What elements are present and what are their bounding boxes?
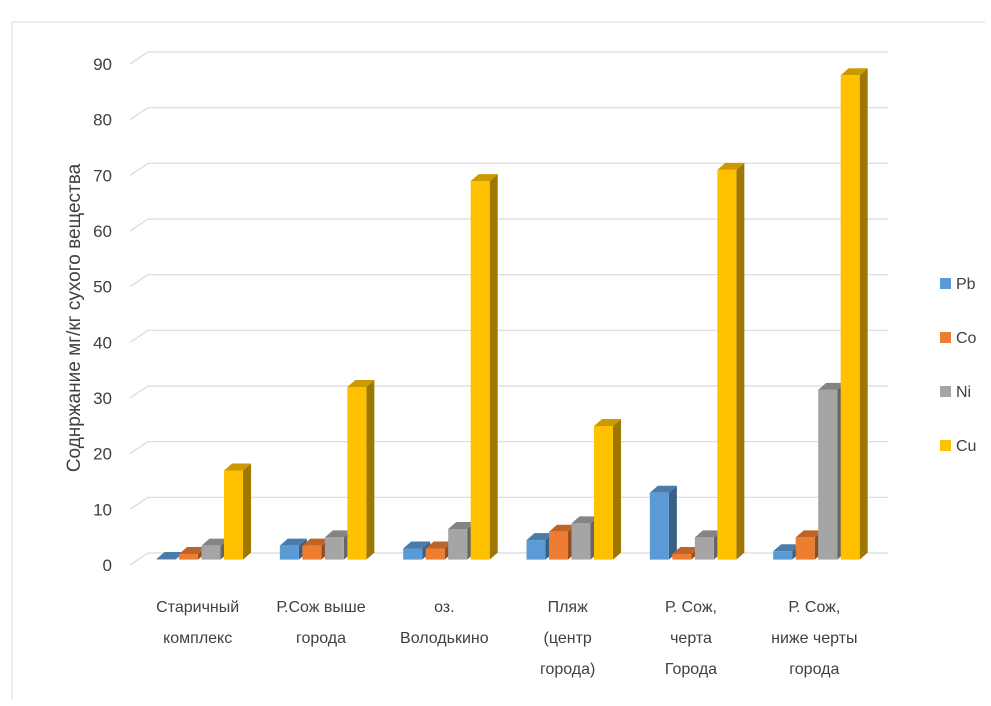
x-category-label: черта (670, 630, 712, 647)
gridline-side (129, 162, 149, 176)
y-tick-label: 70 (93, 166, 112, 185)
legend-swatch (940, 440, 951, 451)
x-category-label: комплекс (163, 630, 232, 647)
x-category-label: Володькино (400, 630, 489, 647)
bar-cu (347, 380, 375, 560)
bar-cu (470, 174, 498, 560)
x-category-label: Р.Сож выше (276, 599, 365, 616)
legend-label: Co (956, 330, 977, 347)
bar-cu (840, 68, 868, 560)
legend-swatch (940, 332, 951, 343)
legend-swatch (940, 278, 951, 289)
x-category-label: Города (665, 661, 717, 678)
x-axis-categories: Старичный комплекс Р.Сож выше города оз. Воло… (156, 599, 857, 678)
gridline-side (129, 496, 149, 510)
y-tick-label: 0 (103, 556, 112, 575)
x-category-label: города) (540, 661, 595, 678)
bar-cu (717, 162, 745, 560)
y-axis-ticks: 0 10 20 30 40 50 60 70 80 90 (93, 55, 112, 575)
gridline-side (129, 552, 149, 566)
gridline-side (129, 218, 149, 232)
y-tick-label: 50 (93, 278, 112, 297)
gridline-side (129, 385, 149, 399)
gridline-side (129, 274, 149, 288)
bar-cu (224, 463, 252, 560)
legend: Pb Co Ni Cu (940, 276, 977, 455)
x-category-label: Р. Сож, (665, 599, 717, 616)
x-category-label: (центр (544, 630, 592, 647)
gridline-side (129, 51, 149, 65)
chart-frame (11, 21, 985, 700)
x-category-label: Р. Сож, (788, 599, 840, 616)
bar-pb (649, 485, 677, 560)
y-axis-label: Соднржание мг/кг сухого вещества (64, 163, 85, 472)
gridline-side (129, 441, 149, 455)
x-category-label: города (296, 630, 346, 647)
y-tick-label: 80 (93, 111, 112, 130)
y-tick-label: 10 (93, 500, 112, 519)
y-tick-label: 60 (93, 222, 112, 241)
legend-swatch (940, 386, 951, 397)
gridline-side (129, 329, 149, 343)
bars (156, 68, 868, 560)
gridline-side (129, 107, 149, 121)
x-category-label: Старичный (156, 599, 239, 616)
y-tick-label: 40 (93, 333, 112, 352)
x-category-label: оз. (434, 599, 455, 616)
legend-label: Pb (956, 276, 976, 293)
legend-label: Ni (956, 384, 971, 401)
y-tick-label: 30 (93, 389, 112, 408)
bar-pb (526, 533, 554, 560)
x-category-label: ниже черты (771, 630, 857, 647)
x-category-label: города (789, 661, 839, 678)
x-category-label: Пляж (548, 599, 589, 616)
gridlines (129, 51, 888, 566)
y-tick-label: 20 (93, 445, 112, 464)
bar-cu (594, 419, 622, 560)
y-tick-label: 90 (93, 55, 112, 74)
legend-label: Cu (956, 438, 976, 455)
